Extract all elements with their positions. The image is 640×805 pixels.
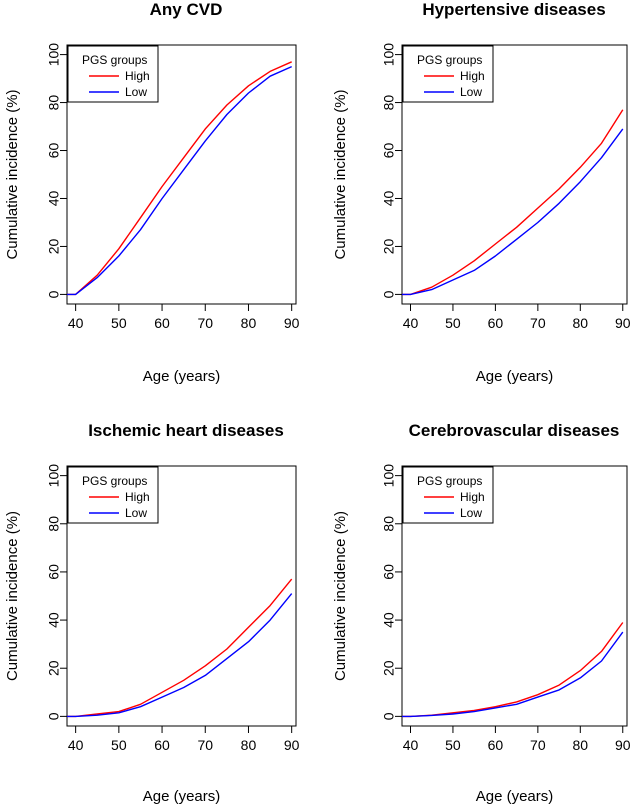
panel-2-xtick-label: 50: [111, 737, 127, 753]
panel-3-ytick-label: 20: [381, 660, 397, 676]
panel-2-legend-label-high: High: [125, 490, 150, 504]
panel-2-ytick-label: 60: [46, 564, 62, 580]
panel-0-legend-label-high: High: [125, 69, 150, 83]
panel-2-xtick-label: 60: [154, 737, 170, 753]
panel-3-ytick-label: 60: [381, 564, 397, 580]
panel-1-xtick-label: 60: [488, 315, 504, 331]
panel-3-ytick-label: 0: [381, 712, 397, 720]
panel-2-y-axis-label: Cumulative incidence (%): [4, 511, 21, 681]
panel-1-plot-frame: [401, 44, 628, 305]
panel-1-ytick-label: 0: [381, 290, 397, 298]
panel-3-ytick-label: 40: [381, 612, 397, 628]
panel-3-plot-frame: [401, 465, 628, 727]
panel-3-ytick-label: 100: [381, 464, 397, 488]
panel-0-legend-title: PGS groups: [82, 53, 147, 67]
panel-1-x-axis-label: Age (years): [476, 368, 554, 385]
panel-2-series-low-line: [67, 593, 293, 718]
panel-3-series-high-line: [402, 622, 624, 718]
panel-0-xtick-label: 70: [197, 315, 213, 331]
panel-0-xtick-label: 80: [241, 315, 257, 331]
panel-0-y-axis-label: Cumulative incidence (%): [4, 89, 21, 259]
panel-3-legend-title: PGS groups: [417, 474, 482, 488]
panel-3-legend-label-low: Low: [460, 506, 482, 520]
panel-3-title: Cerebrovascular diseases: [409, 421, 620, 440]
panel-3-xtick-label: 70: [530, 737, 546, 753]
panel-1-ytick-label: 20: [381, 238, 397, 254]
panel-2-title: Ischemic heart diseases: [88, 421, 284, 440]
panel-3-xtick-label: 80: [573, 737, 589, 753]
panel-1-y-axis-label: Cumulative incidence (%): [332, 89, 349, 259]
panel-3-xtick-label: 40: [403, 737, 419, 753]
panel-2-xtick-label: 70: [197, 737, 213, 753]
panel-1-xtick-label: 90: [615, 315, 631, 331]
panel-2-legend-title: PGS groups: [82, 474, 147, 488]
panel-2-ytick-label: 100: [46, 464, 62, 488]
panel-1-xtick-label: 50: [445, 315, 461, 331]
panel-1-legend-label-low: Low: [460, 85, 482, 99]
panel-2-plot-frame: [66, 465, 297, 727]
panel-0-ytick-label: 80: [46, 95, 62, 111]
panel-0-xtick-label: 40: [68, 315, 84, 331]
panel-1-xtick-label: 70: [530, 315, 546, 331]
panel-3-legend-label-high: High: [460, 490, 485, 504]
panel-0-x-axis-label: Age (years): [143, 368, 221, 385]
panel-0-legend-label-low: Low: [125, 85, 147, 99]
panel-1-series-high-line: [402, 109, 624, 296]
panel-3-ytick-label: 80: [381, 516, 397, 532]
panel-1-ytick-label: 40: [381, 190, 397, 206]
panel-2-xtick-label: 80: [241, 737, 257, 753]
panel-3-x-axis-label: Age (years): [476, 788, 554, 805]
panel-3-xtick-label: 90: [615, 737, 631, 753]
panel-2-ytick-label: 20: [46, 660, 62, 676]
panel-0-ytick-label: 100: [46, 43, 62, 67]
panel-1-ytick-label: 100: [381, 43, 397, 67]
panel-2-ytick-label: 80: [46, 516, 62, 532]
panel-3-series-low-line: [402, 631, 624, 718]
panel-1-title: Hypertensive diseases: [422, 0, 605, 19]
panel-1-legend-title: PGS groups: [417, 53, 482, 67]
panel-0-plot-frame: [66, 44, 297, 305]
panel-1-ytick-label: 60: [381, 143, 397, 159]
panel-0-ytick-label: 60: [46, 143, 62, 159]
panel-2-ytick-label: 40: [46, 612, 62, 628]
panel-2-x-axis-label: Age (years): [143, 788, 221, 805]
panel-0-ytick-label: 40: [46, 190, 62, 206]
panel-1-xtick-label: 40: [403, 315, 419, 331]
panel-0-ytick-label: 0: [46, 290, 62, 298]
panel-0-xtick-label: 90: [284, 315, 300, 331]
panel-3-xtick-label: 50: [445, 737, 461, 753]
panel-1-ytick-label: 80: [381, 95, 397, 111]
panel-2-series-high-line: [67, 578, 293, 718]
panel-1-legend-label-high: High: [460, 69, 485, 83]
panel-3-xtick-label: 60: [488, 737, 504, 753]
panel-2-legend-label-low: Low: [125, 506, 147, 520]
panel-0-ytick-label: 20: [46, 238, 62, 254]
panel-0-xtick-label: 50: [111, 315, 127, 331]
panel-0-series-high-line: [67, 61, 292, 296]
panel-2-ytick-label: 0: [46, 712, 62, 720]
panel-3-y-axis-label: Cumulative incidence (%): [332, 511, 349, 681]
panel-0-series-low-line: [67, 65, 292, 296]
panel-0-title: Any CVD: [150, 0, 223, 19]
panel-0-xtick-label: 60: [154, 315, 170, 331]
panel-2-xtick-label: 40: [68, 737, 84, 753]
panel-1-series-low-line: [402, 128, 624, 296]
panel-1-xtick-label: 80: [573, 315, 589, 331]
panel-2-xtick-label: 90: [284, 737, 300, 753]
